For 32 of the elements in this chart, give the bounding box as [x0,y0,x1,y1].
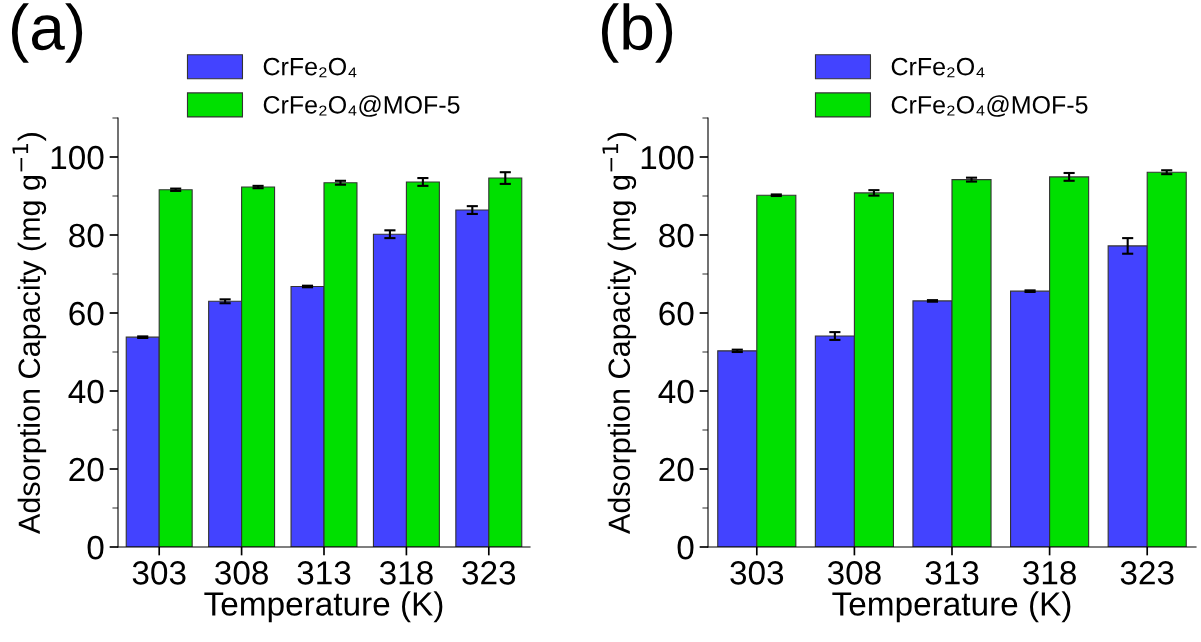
x-tick-label: 313 [925,561,979,585]
x-tick-label: 323 [1120,561,1174,585]
legend-label: CrFe₂O₄ [263,57,357,78]
y-tick-label: 40 [658,379,694,404]
x-axis-title: Temperature (K) [832,591,1071,623]
y-tick-label: 20 [659,457,694,482]
y-tick-label: 100 [51,145,104,170]
y-tick-label: 60 [659,301,694,326]
x-tick-label: 318 [1023,561,1076,585]
x-tick-label: 303 [730,561,784,585]
legend-label: CrFe₂O₄@MOF-5 [263,95,460,117]
y-axis-title: Adsorption Capacity (mg g$^{−1}$) [602,133,637,534]
x-tick-label: 323 [462,561,516,585]
y-tick-label: 40 [68,379,104,404]
legend-label: CrFe₂O₄ [891,57,985,78]
y-tick-label: 100 [641,145,694,170]
x-tick-label: 308 [827,561,881,585]
x-tick-label: 313 [297,561,351,585]
y-tick-label: 80 [69,223,104,248]
x-tick-label: 318 [379,561,433,585]
x-axis-title: Temperature (K) [204,591,443,623]
y-tick-label: 80 [659,223,694,248]
y-tick-label: 0 [677,535,694,560]
legend-label: CrFe₂O₄@MOF-5 [891,95,1088,117]
x-tick-label: 303 [132,561,186,585]
y-axis-title: Adsorption Capacity (mg g$^{−1}$) [12,133,47,534]
y-tick-label: 60 [69,301,104,326]
y-tick-label: 0 [87,535,104,560]
chart-title: (a) [11,3,83,63]
y-tick-label: 20 [69,457,104,482]
x-tick-label: 308 [215,561,268,585]
chart-title: (b) [601,3,673,63]
